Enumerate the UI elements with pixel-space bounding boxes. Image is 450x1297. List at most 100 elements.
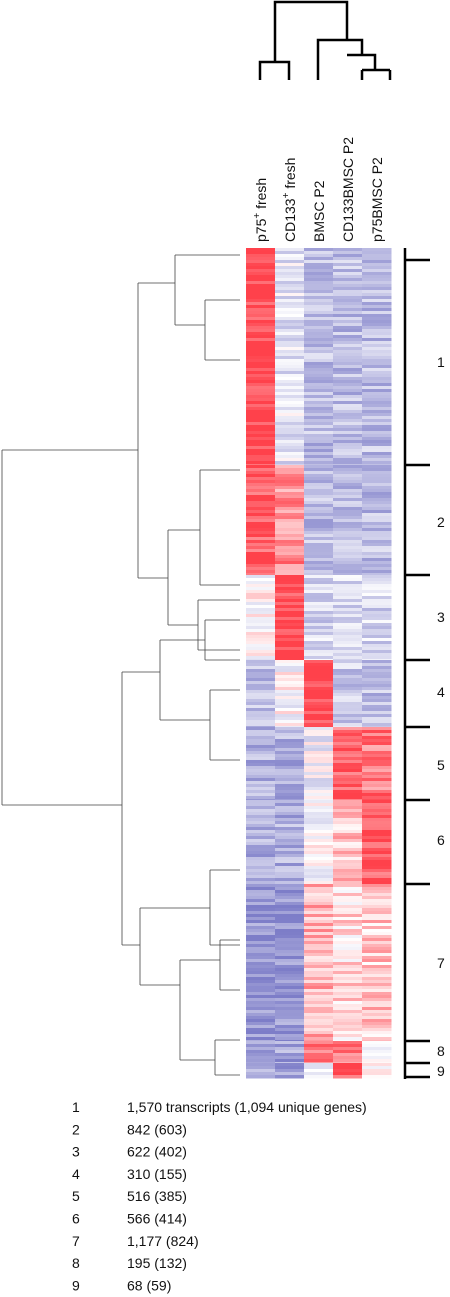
heatmap-cell (333, 371, 363, 375)
heatmap-cell (333, 687, 363, 691)
heatmap-cell (275, 626, 305, 630)
heatmap-cell (304, 905, 334, 909)
heatmap-cell (304, 296, 334, 300)
heatmap-cell (275, 784, 305, 788)
heatmap-cell (362, 644, 392, 648)
heatmap-cell (246, 558, 276, 562)
heatmap-cell (275, 437, 305, 441)
heatmap-cell (362, 290, 392, 294)
heatmap-cell (246, 540, 276, 544)
heatmap-cell (362, 338, 392, 342)
heatmap-cell (304, 926, 334, 930)
heatmap-cell (333, 809, 363, 813)
heatmap-cell (304, 350, 334, 354)
heatmap-cell (362, 653, 392, 657)
heatmap-cell (246, 537, 276, 541)
heatmap-cell (246, 644, 276, 648)
heatmap-cell (362, 284, 392, 288)
heatmap-cell (362, 947, 392, 951)
heatmap-cell (333, 860, 363, 864)
heatmap-cell (246, 763, 276, 767)
heatmap-cell (362, 305, 392, 309)
heatmap-cell (362, 392, 392, 396)
heatmap-cell (362, 827, 392, 831)
heatmap-cell (362, 380, 392, 384)
heatmap-cell (275, 596, 305, 600)
heatmap-cell (362, 760, 392, 764)
cluster-label: 3 (437, 609, 445, 625)
heatmap-cell (275, 468, 305, 472)
heatmap-cell (333, 818, 363, 822)
heatmap-cell (333, 575, 363, 579)
heatmap-cell (362, 944, 392, 948)
heatmap-cell (304, 896, 334, 900)
legend-text: 622 (402) (127, 1144, 187, 1160)
heatmap-cell (275, 356, 305, 360)
heatmap-cell (362, 302, 392, 306)
heatmap-cell (246, 344, 276, 348)
heatmap-cell (362, 708, 392, 712)
heatmap-cell (246, 263, 276, 267)
heatmap-cell (275, 977, 305, 981)
heatmap-cell (333, 377, 363, 381)
heatmap-cell (246, 587, 276, 591)
heatmap-cell (275, 818, 305, 822)
heatmap-cell (304, 705, 334, 709)
heatmap-cell (246, 1047, 276, 1051)
heatmap-cell (246, 305, 276, 309)
heatmap-cell (275, 455, 305, 459)
heatmap-cell (362, 699, 392, 703)
heatmap-cell (246, 416, 276, 420)
heatmap-cell (246, 480, 276, 484)
heatmap-cell (362, 833, 392, 837)
heatmap-cell (333, 1037, 363, 1041)
heatmap-cell (362, 1069, 392, 1073)
heatmap (246, 248, 392, 1079)
heatmap-cell (275, 272, 305, 276)
heatmap-cell (362, 308, 392, 312)
heatmap-cell (246, 561, 276, 565)
heatmap-cell (246, 806, 276, 810)
heatmap-cell (333, 299, 363, 303)
heatmap-cell (246, 736, 276, 740)
heatmap-cell (275, 449, 305, 453)
heatmap-cell (275, 857, 305, 861)
heatmap-cell (246, 251, 276, 255)
heatmap-cell (275, 395, 305, 399)
heatmap-cell (362, 914, 392, 918)
heatmap-cell (333, 401, 363, 405)
heatmap-cell (275, 890, 305, 894)
heatmap-cell (246, 326, 276, 330)
heatmap-cell (275, 593, 305, 597)
heatmap-cell (246, 730, 276, 734)
heatmap-cell (362, 608, 392, 612)
heatmap-cell (362, 623, 392, 627)
heatmap-cell (275, 833, 305, 837)
heatmap-cell (333, 489, 363, 493)
heatmap-cell (333, 501, 363, 505)
heatmap-cell (333, 1041, 363, 1045)
heatmap-cell (275, 605, 305, 609)
heatmap-cell (246, 893, 276, 897)
heatmap-cell (246, 902, 276, 906)
heatmap-cell (333, 293, 363, 297)
heatmap-cell (362, 590, 392, 594)
heatmap-cell (304, 498, 334, 502)
heatmap-cell (246, 534, 276, 538)
heatmap-cell (304, 1053, 334, 1057)
heatmap-cell (362, 763, 392, 767)
heatmap-cell (275, 404, 305, 408)
heatmap-cell (362, 522, 392, 526)
heatmap-cell (275, 660, 305, 664)
heatmap-cell (333, 647, 363, 651)
heatmap-cell (246, 449, 276, 453)
legend-number: 4 (72, 1166, 80, 1182)
heatmap-cell (362, 1059, 392, 1063)
heatmap-cell (246, 398, 276, 402)
heatmap-cell (246, 824, 276, 828)
heatmap-cell (304, 1037, 334, 1041)
column-label-rest: fresh (282, 158, 298, 193)
heatmap-cell (275, 745, 305, 749)
heatmap-cell (362, 962, 392, 966)
heatmap-cell (275, 590, 305, 594)
